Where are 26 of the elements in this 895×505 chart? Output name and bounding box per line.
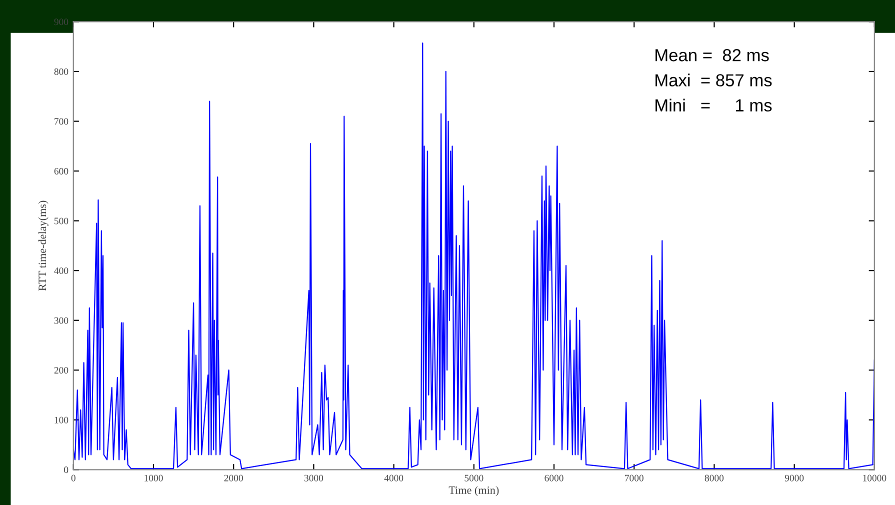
x-tick-label: 8000 <box>704 474 724 482</box>
y-tick-label: 500 <box>54 218 68 224</box>
y-tick-label: 600 <box>54 168 68 174</box>
y-tick-label: 900 <box>54 18 68 26</box>
x-tick-label: 7000 <box>625 474 644 482</box>
x-tick-label: 4000 <box>384 474 404 482</box>
x-tick-label: 2000 <box>224 474 243 482</box>
x-tick-label: 10000 <box>863 474 886 482</box>
y-tick-label: 200 <box>54 367 68 374</box>
y-tick-label: 800 <box>54 68 68 75</box>
y-tick-label: 700 <box>54 118 68 125</box>
annotation: Maxi = 857 ms <box>656 74 772 86</box>
y-tick-label: 100 <box>54 416 68 424</box>
annotation: Mini = 1 ms <box>656 98 772 112</box>
y-axis-title: RTT time-delay(ms) <box>38 200 48 291</box>
annotation: Mean = 82 ms <box>656 49 769 62</box>
y-tick-label: 0 <box>64 466 68 474</box>
y-tick-label: 400 <box>54 267 68 274</box>
x-tick-label: 3000 <box>304 474 324 482</box>
x-tick-label: 5000 <box>464 474 484 482</box>
x-axis-title: Time (min) <box>448 486 499 496</box>
x-tick-label: 1000 <box>144 474 163 482</box>
x-tick-label: 6000 <box>544 474 564 482</box>
x-tick-label: 9000 <box>784 474 804 482</box>
y-tick-label: 300 <box>54 317 68 324</box>
x-tick-label: 0 <box>71 474 76 482</box>
